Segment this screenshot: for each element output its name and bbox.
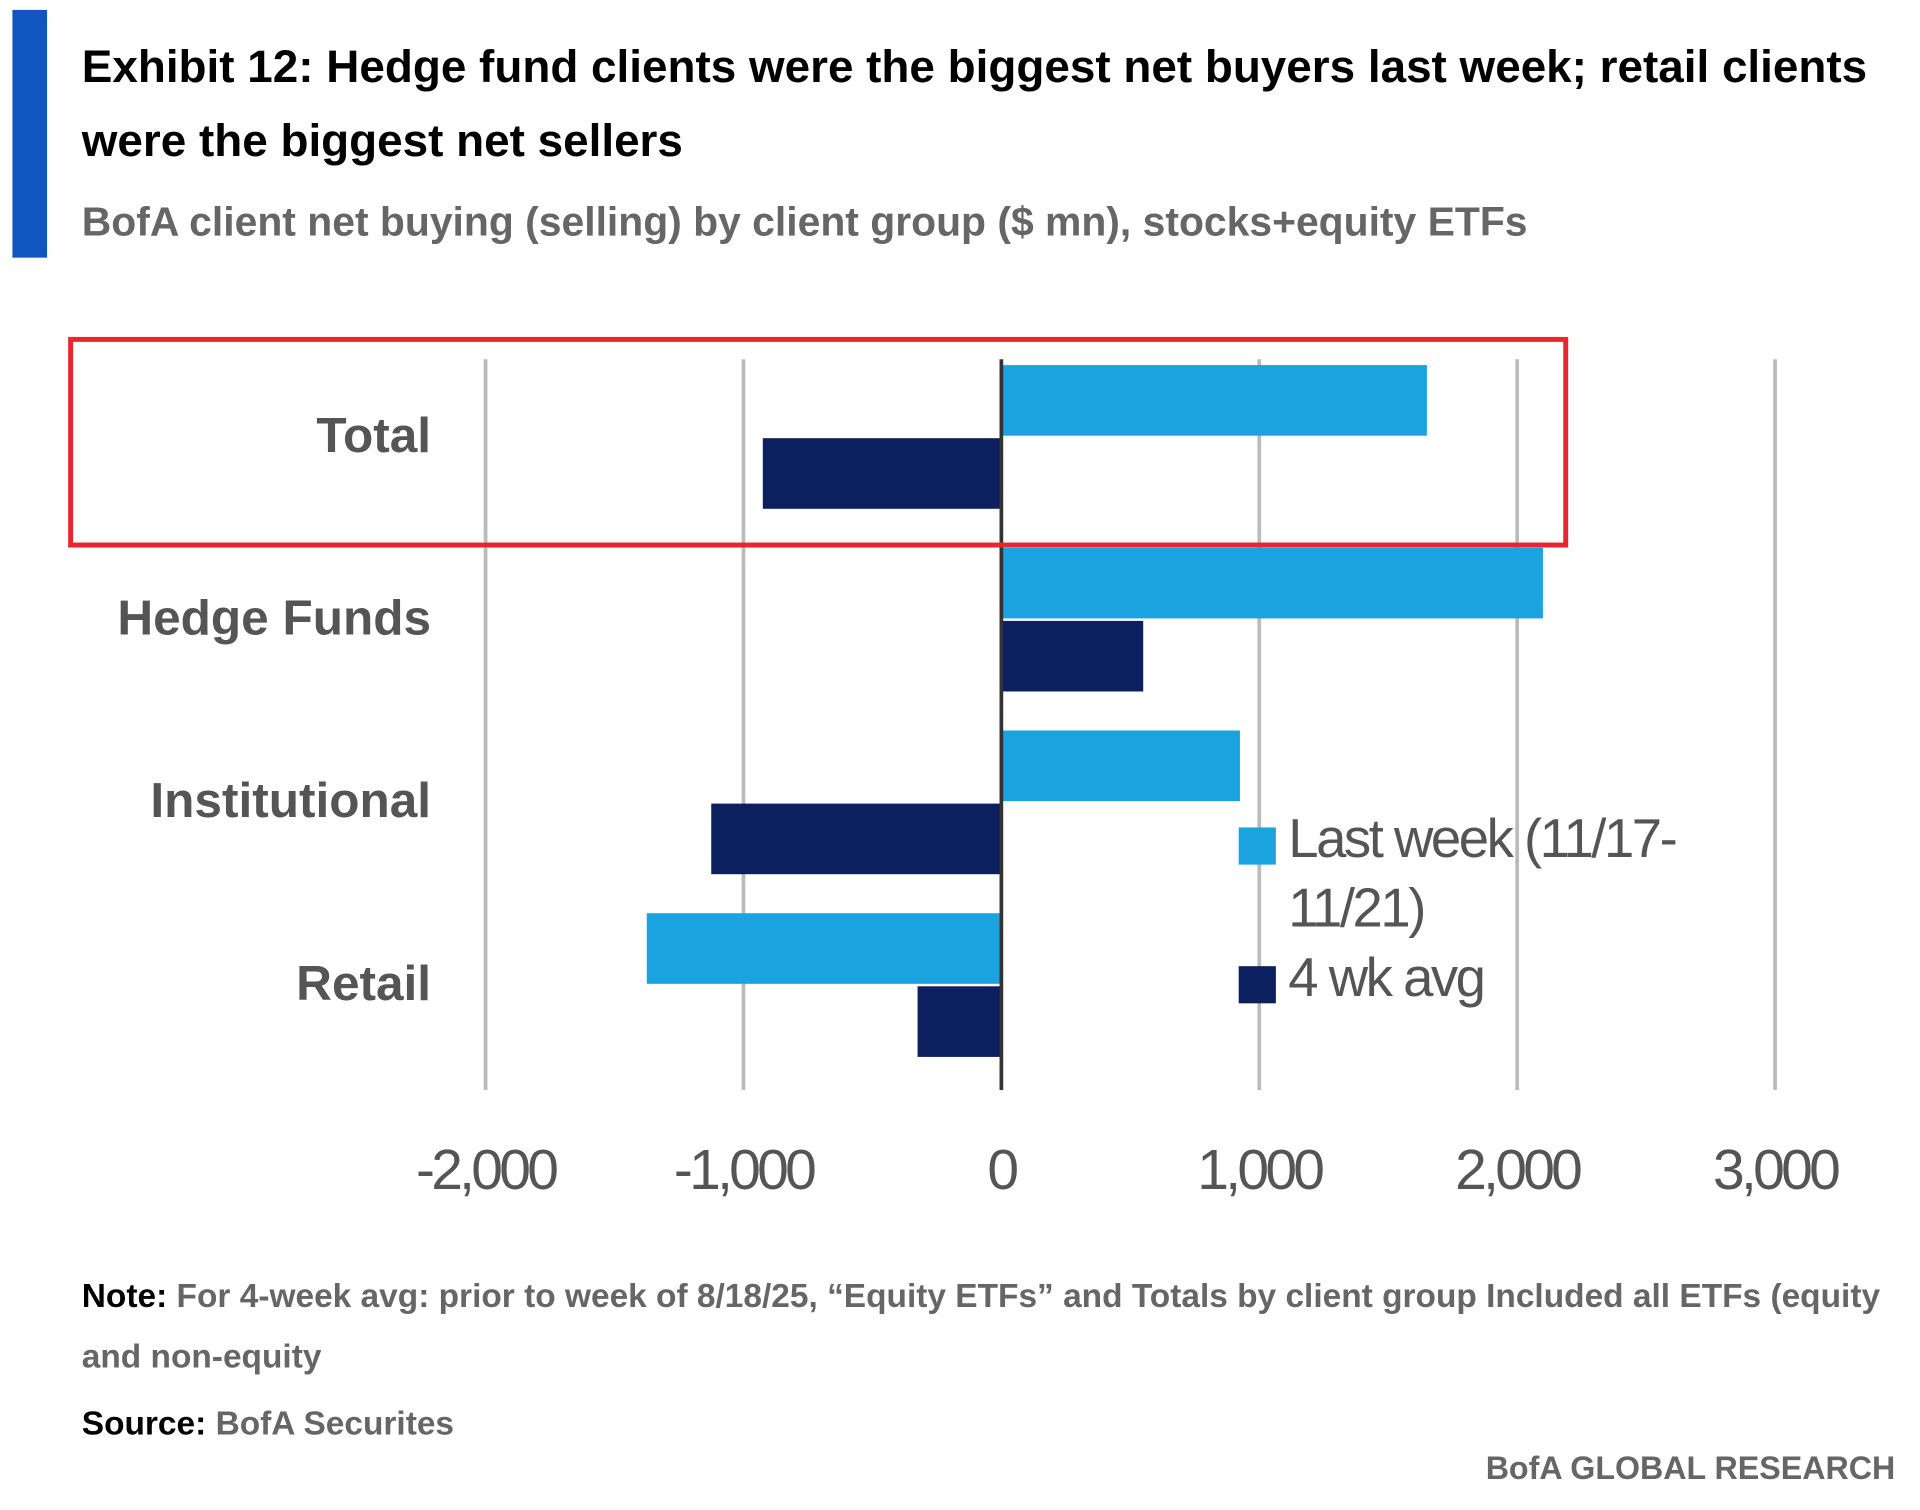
bar (1001, 547, 1543, 619)
accent-bar (12, 9, 48, 258)
note-box: Note: For 4-week avg: prior to week of 8… (82, 1266, 1890, 1387)
x-tick-label: 1,000 (1197, 1138, 1323, 1202)
legend-label: 4 wk avg (1288, 947, 1486, 1009)
legend: Last week (11/17-11/21) 4 wk avg (1234, 805, 1779, 1013)
source-text: BofA Securites (216, 1405, 454, 1442)
bar (711, 803, 1002, 875)
x-tick-label: 2,000 (1455, 1138, 1581, 1202)
y-tick-label: Institutional (150, 773, 431, 828)
bar (762, 438, 1002, 509)
y-tick-label: Hedge Funds (117, 591, 431, 646)
chart-subtitle: BofA client net buying (selling) by clie… (82, 198, 1528, 244)
legend-swatch (1238, 966, 1276, 1004)
bar (1001, 365, 1427, 436)
bar (1001, 620, 1144, 692)
note-label: Note: (81, 1277, 168, 1315)
legend-entry: 4 wk avg (1234, 944, 1779, 1013)
legend-label: Last week (11/17-11/21) (1288, 808, 1678, 939)
legend-entry: Last week (11/17-11/21) (1234, 805, 1779, 944)
bar (646, 913, 1002, 984)
note-text: For 4-week avg: prior to week of 8/18/25… (81, 1277, 1881, 1375)
x-tick-label: -1,000 (674, 1138, 815, 1202)
note: Note: For 4-week avg: prior to week of 8… (82, 1266, 1890, 1387)
source: Source: BofA Securites (82, 1405, 454, 1442)
y-tick-label: Retail (296, 956, 431, 1011)
y-tick-label: Total (316, 408, 431, 463)
highlight-box (68, 336, 1569, 548)
bar (917, 986, 1002, 1057)
bar (1001, 730, 1240, 802)
footer: BofA GLOBAL RESEARCH (1486, 1450, 1896, 1486)
x-tick-label: 3,000 (1713, 1138, 1839, 1202)
chart-title: Exhibit 12: Hedge fund clients were the … (81, 40, 1868, 166)
legend-box: Last week (11/17-11/21) 4 wk avg (1234, 805, 1779, 1013)
legend-swatch (1238, 827, 1276, 865)
title-box: Exhibit 12: Hedge fund clients were the … (81, 40, 1868, 166)
source-label: Source: (82, 1405, 207, 1442)
x-tick-label: 0 (987, 1138, 1017, 1202)
x-tick-label: -2,000 (416, 1138, 557, 1202)
